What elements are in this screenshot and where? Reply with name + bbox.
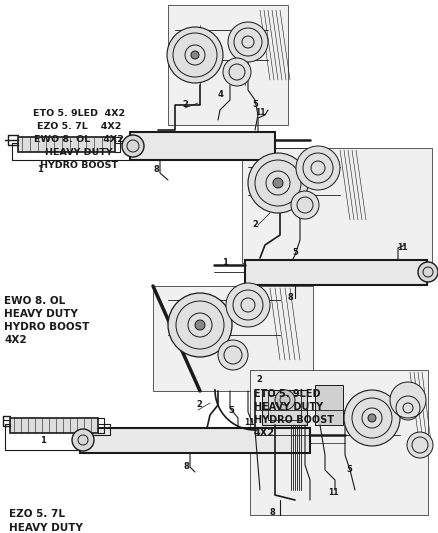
- Text: 1: 1: [222, 258, 228, 267]
- Text: 4X2: 4X2: [4, 335, 27, 345]
- Text: 11: 11: [328, 488, 339, 497]
- Bar: [245, 260, 427, 285]
- Circle shape: [275, 390, 295, 410]
- Circle shape: [248, 153, 308, 213]
- Text: HEAVY DUTY: HEAVY DUTY: [4, 309, 78, 319]
- FancyBboxPatch shape: [242, 148, 432, 263]
- FancyBboxPatch shape: [153, 286, 313, 391]
- Circle shape: [223, 58, 251, 86]
- Text: HEAVY DUTY: HEAVY DUTY: [254, 402, 323, 412]
- Circle shape: [167, 27, 223, 83]
- Text: 4: 4: [218, 90, 224, 99]
- Text: HEAVY DUTY: HEAVY DUTY: [9, 523, 83, 533]
- Text: 11: 11: [244, 418, 254, 427]
- Text: 8: 8: [154, 165, 160, 174]
- Text: 8: 8: [288, 293, 294, 302]
- Bar: [10, 418, 98, 433]
- Circle shape: [72, 429, 94, 451]
- Text: ETO 5. 9LED  4X2: ETO 5. 9LED 4X2: [33, 109, 125, 118]
- Circle shape: [296, 146, 340, 190]
- Bar: [18, 137, 115, 152]
- Text: HYDRO BOOST: HYDRO BOOST: [254, 415, 334, 425]
- Bar: [80, 428, 310, 453]
- Circle shape: [122, 135, 144, 157]
- Bar: [262, 390, 307, 425]
- Text: EWO 8. OL: EWO 8. OL: [4, 296, 66, 306]
- Text: 2: 2: [256, 375, 262, 384]
- Circle shape: [368, 414, 376, 422]
- Text: 8: 8: [270, 508, 276, 517]
- Circle shape: [407, 432, 433, 458]
- Text: EZO 5. 7L: EZO 5. 7L: [9, 509, 65, 519]
- Text: 5: 5: [252, 100, 258, 109]
- Circle shape: [291, 191, 319, 219]
- Text: EZO 5. 7L    4X2: EZO 5. 7L 4X2: [37, 122, 121, 131]
- Circle shape: [191, 51, 199, 59]
- Circle shape: [228, 22, 268, 62]
- Text: 2: 2: [252, 220, 258, 229]
- Bar: [315, 385, 343, 425]
- Circle shape: [168, 293, 232, 357]
- Circle shape: [226, 283, 270, 327]
- Text: ETO 5. 9LED: ETO 5. 9LED: [254, 389, 321, 399]
- Circle shape: [390, 382, 426, 418]
- Circle shape: [218, 340, 248, 370]
- Text: 8: 8: [184, 462, 190, 471]
- Text: 5: 5: [292, 248, 298, 257]
- Text: 11: 11: [397, 243, 407, 252]
- Circle shape: [418, 262, 438, 282]
- Text: HYDRO BOOST: HYDRO BOOST: [40, 161, 118, 170]
- Text: HYDRO BOOST: HYDRO BOOST: [4, 322, 90, 332]
- Text: HEAVY DUTY: HEAVY DUTY: [45, 148, 113, 157]
- Circle shape: [195, 320, 205, 330]
- Text: 4X2: 4X2: [254, 428, 275, 438]
- Text: 11: 11: [255, 108, 265, 117]
- Text: 1: 1: [37, 165, 43, 174]
- Text: 5: 5: [228, 406, 234, 415]
- Bar: [268, 395, 301, 420]
- FancyBboxPatch shape: [250, 370, 428, 515]
- Circle shape: [344, 390, 400, 446]
- FancyBboxPatch shape: [168, 5, 288, 125]
- Text: EWO 8. OL    4X2: EWO 8. OL 4X2: [34, 135, 124, 144]
- Text: 5: 5: [346, 465, 352, 474]
- Text: 2: 2: [196, 400, 202, 409]
- Bar: [130, 132, 275, 160]
- Circle shape: [273, 178, 283, 188]
- Text: 2: 2: [182, 100, 188, 109]
- Text: 1: 1: [40, 436, 46, 445]
